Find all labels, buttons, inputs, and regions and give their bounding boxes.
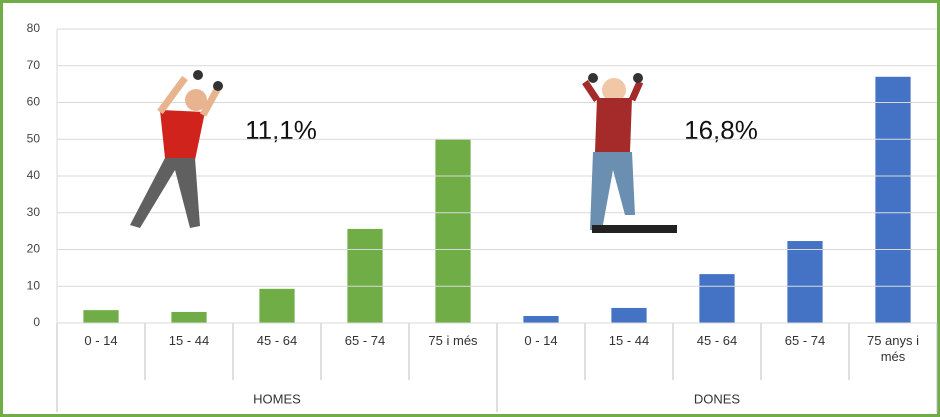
x-tick-label: 0 - 14 [84,333,118,348]
bar [347,228,383,323]
y-tick-label: 30 [27,205,41,219]
bar [435,139,471,323]
bar [83,310,119,323]
man-illustration [130,70,223,228]
bar [259,288,295,323]
annotation: 11,1% [245,115,317,145]
x-tick-label: 45 - 64 [256,333,298,348]
group-label: HOMES [253,391,301,406]
x-tick-label: 0 - 14 [524,333,558,348]
y-tick-label: 50 [27,131,41,145]
y-tick-label: 70 [27,58,41,72]
bar [611,307,647,323]
x-tick-label: 75 i més [428,333,478,348]
bar [699,274,735,323]
bar [171,311,207,323]
y-tick-label: 0 [33,315,40,329]
annotation: 16,8% [684,115,758,145]
y-tick-label: 10 [27,278,41,292]
y-tick-label: 40 [27,168,41,182]
x-tick-label: 45 - 64 [696,333,738,348]
y-tick-label: 20 [27,242,41,256]
woman-illustration [582,73,677,233]
bar [787,241,823,323]
x-tick-label: 75 anys i més [866,333,920,364]
bar [523,316,559,323]
y-tick-label: 60 [27,95,41,109]
x-tick-label: 15 - 44 [608,333,650,348]
x-tick-label: 65 - 74 [344,333,386,348]
group-label: DONES [694,391,741,406]
x-tick-label: 65 - 74 [784,333,826,348]
x-tick-label: 15 - 44 [168,333,210,348]
bar [875,76,911,324]
y-tick-label: 80 [27,21,41,35]
